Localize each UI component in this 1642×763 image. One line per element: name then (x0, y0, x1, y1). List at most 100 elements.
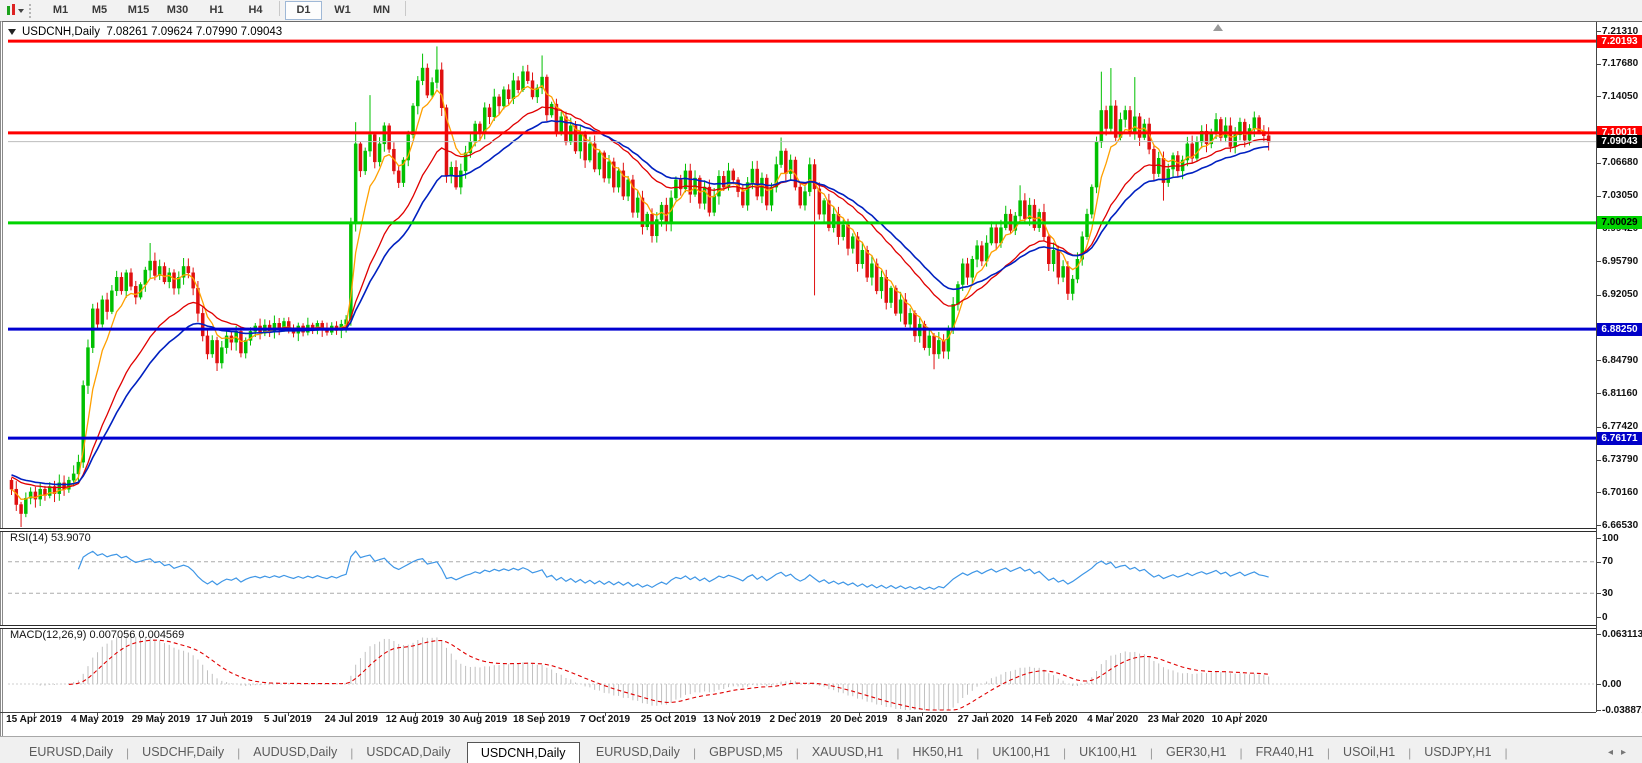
tab-audusd-daily-2[interactable]: AUDUSD,Daily (253, 745, 338, 759)
date-label: 30 Aug 2019 (449, 714, 508, 725)
price-tick-mark (1596, 261, 1601, 263)
tab-separator: | (1326, 746, 1331, 760)
indicator-bar-green (7, 6, 10, 15)
chart-title-bar: USDCNH,Daily 7.08261 7.09624 7.07990 7.0… (8, 25, 282, 39)
rsi-panel-separator[interactable] (0, 528, 1596, 532)
tabs: EURUSD,Daily | USDCHF,Daily | AUDUSD,Daily | U… (16, 742, 1508, 763)
macd-tick-label: 0.00 (1602, 678, 1622, 690)
date-label: 4 May 2019 (71, 714, 124, 725)
rsi-label: RSI(14) 53.9070 (10, 532, 91, 544)
price-tick-mark (1596, 195, 1601, 197)
macd-panel-separator[interactable] (0, 625, 1596, 629)
tab-xauusd-h1-7[interactable]: XAUUSD,H1 (811, 745, 884, 759)
tab-usdcad-daily-3[interactable]: USDCAD,Daily (366, 745, 451, 759)
price-tick-label: 6.77420 (1602, 421, 1639, 433)
date-label: 8 Jan 2020 (896, 714, 948, 725)
date-tick-mark (34, 712, 35, 716)
date-tick-mark (541, 712, 543, 716)
date-tick-mark (605, 712, 607, 716)
tab-uk100-h1-9[interactable]: UK100,H1 (992, 745, 1051, 759)
collapse-triangle-icon[interactable] (8, 29, 16, 35)
tab-usdchf-daily-1[interactable]: USDCHF,Daily (142, 745, 225, 759)
tab-scroll-left-icon[interactable]: ◂ (1607, 747, 1621, 758)
timeframe-button-m1[interactable]: M1 (52, 4, 69, 16)
tab-ger30-h1-11[interactable]: GER30,H1 (1165, 745, 1227, 759)
date-label: 10 Apr 2020 (1211, 714, 1268, 725)
indicator-bar-red (12, 4, 15, 15)
date-label: 12 Aug 2019 (385, 714, 444, 725)
price-tick-mark (1596, 393, 1601, 395)
timeframe-button-m30[interactable]: M30 (166, 4, 189, 16)
price-tick-label: 7.14050 (1602, 90, 1639, 102)
tab-usoil-h1-13[interactable]: USOil,H1 (1343, 745, 1396, 759)
date-tick-mark (985, 712, 987, 716)
level-badge: 6.76171 (1597, 431, 1642, 445)
tab-scroll-arrows[interactable]: ◂▸ (1608, 747, 1634, 758)
rsi-tick-mark (1596, 617, 1601, 618)
price-tick-mark (1596, 525, 1601, 526)
rsi-tick-mark (1596, 538, 1601, 539)
tab-scroll-right-icon[interactable]: ▸ (1620, 747, 1634, 758)
date-label: 14 Feb 2020 (1020, 714, 1078, 725)
tab-separator: | (1239, 746, 1243, 760)
timeframe-button-w1[interactable]: W1 (334, 4, 351, 16)
price-tick-mark (1596, 459, 1601, 461)
price-tick-mark (1596, 294, 1601, 296)
tab-fra40-h1-12[interactable]: FRA40,H1 (1255, 745, 1314, 759)
tab-separator: | (795, 746, 799, 760)
price-axis-line[interactable] (1596, 22, 1597, 712)
timeframe-button-m5[interactable]: M5 (91, 4, 108, 16)
price-tick-mark (1596, 360, 1601, 362)
tab-separator: | (1408, 746, 1412, 760)
rsi-tick-label: 70 (1602, 556, 1614, 568)
tab-gbpusd-m5-6[interactable]: GBPUSD,M5 (709, 745, 783, 759)
price-tick-mark (1596, 162, 1601, 164)
tab-eurusd-daily-5[interactable]: EURUSD,Daily (595, 745, 680, 759)
tab-usdjpy-h1-14[interactable]: USDJPY,H1 (1424, 745, 1492, 759)
price-tick-mark (1596, 492, 1601, 494)
chart-tab-bar: EURUSD,Daily | USDCHF,Daily | AUDUSD,Daily | U… (0, 736, 1642, 763)
level-badge: 7.09043 (1597, 135, 1642, 149)
timeframe-buttons: M1 M5 M15 M30 H1 H4 D1 W1 MN (41, 1, 410, 20)
timeframe-button-m15[interactable]: M15 (127, 4, 150, 16)
level-badge: 7.00029 (1597, 216, 1642, 230)
timeframe-button-h1[interactable]: H1 (209, 4, 224, 16)
date-tick-mark (668, 712, 670, 716)
date-tick-mark (478, 712, 480, 716)
dropdown-caret-icon (18, 9, 24, 13)
date-label: 7 Oct 2019 (580, 714, 631, 725)
tab-eurusd-daily-0[interactable]: EURUSD,Daily (29, 745, 114, 759)
price-tick-label: 6.81160 (1602, 387, 1638, 399)
macd-tick-mark (1596, 684, 1601, 685)
price-tick-label: 7.06680 (1602, 157, 1639, 169)
date-label: 2 Dec 2019 (769, 714, 822, 725)
indicators-icon[interactable] (4, 3, 24, 18)
price-tick-label: 7.03050 (1602, 190, 1639, 202)
time-axis-line[interactable] (0, 712, 1596, 713)
price-tick-mark (1596, 31, 1601, 32)
timeframe-button-h4[interactable]: H4 (248, 4, 263, 16)
date-tick-mark (287, 712, 289, 716)
timeframe-button-d1[interactable]: D1 (285, 1, 322, 20)
tab-usdcnh-daily-4[interactable]: USDCNH,Daily (466, 742, 580, 763)
date-tick-mark (1049, 712, 1051, 716)
tab-separator: | (976, 746, 980, 760)
toolbar-grip (29, 3, 36, 18)
level-badge: 7.20193 (1597, 34, 1642, 48)
timeframe-button-mn[interactable]: MN (372, 4, 391, 16)
tab-uk100-h1-10[interactable]: UK100,H1 (1079, 745, 1137, 759)
tab-hk50-h1-8[interactable]: HK50,H1 (912, 745, 964, 759)
rsi-tick-label: 30 (1602, 587, 1614, 599)
tab-separator: | (692, 746, 697, 760)
date-tick-mark (1239, 712, 1241, 716)
date-label: 25 Oct 2019 (640, 714, 697, 725)
date-tick-mark (224, 712, 226, 716)
price-tick-label: 6.84790 (1602, 354, 1639, 366)
macd-tick-label: 0.063113 (1602, 628, 1642, 640)
price-tick-label: 6.73790 (1602, 454, 1639, 466)
date-tick-mark (922, 712, 924, 716)
rsi-tick-mark (1596, 593, 1601, 595)
price-tick-label: 6.66530 (1602, 519, 1639, 531)
chart-symbol-title: USDCNH,Daily (22, 26, 100, 38)
